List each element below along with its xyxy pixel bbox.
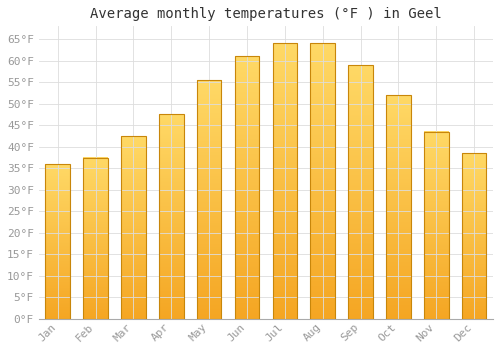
Bar bbox=[424, 132, 448, 319]
Bar bbox=[197, 80, 222, 319]
Bar bbox=[84, 158, 108, 319]
Bar bbox=[46, 164, 70, 319]
Bar bbox=[159, 114, 184, 319]
Bar bbox=[386, 95, 410, 319]
Title: Average monthly temperatures (°F ) in Geel: Average monthly temperatures (°F ) in Ge… bbox=[90, 7, 442, 21]
Bar bbox=[462, 153, 486, 319]
Bar bbox=[121, 136, 146, 319]
Bar bbox=[310, 43, 335, 319]
Bar bbox=[272, 43, 297, 319]
Bar bbox=[234, 56, 260, 319]
Bar bbox=[348, 65, 373, 319]
